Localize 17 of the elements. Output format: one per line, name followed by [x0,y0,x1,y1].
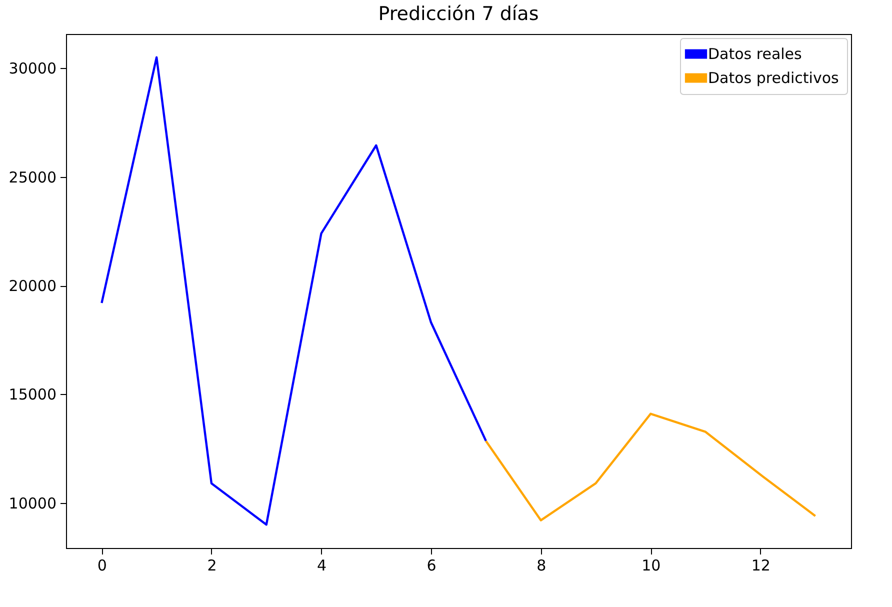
y-tick-label: 10000 [8,494,56,512]
x-tick-label: 12 [751,556,770,574]
line-series [100,56,488,526]
legend-label: Datos reales [708,45,802,63]
legend-label: Datos predictivos [708,69,840,87]
y-tick-label: 25000 [8,168,56,186]
x-tick-label: 4 [316,556,327,574]
line-series [484,412,816,522]
y-tick-label: 30000 [8,60,56,78]
x-tick-label: 10 [642,556,661,574]
x-tick-label: 2 [207,556,217,574]
x-tick-label: 0 [97,556,107,574]
chart-title: Predicción 7 días [378,3,539,25]
x-tick-label: 6 [426,556,436,574]
x-tick-label: 8 [536,556,546,574]
y-tick-label: 15000 [8,386,56,404]
y-tick-label: 20000 [8,277,56,296]
